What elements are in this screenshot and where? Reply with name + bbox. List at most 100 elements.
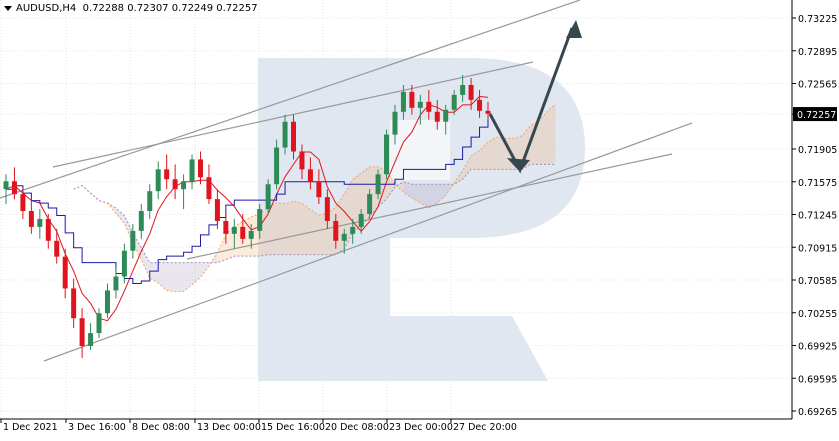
x-tick-label: 23 Dec 00:00 <box>389 422 453 433</box>
cloud-segment <box>318 213 328 255</box>
candle-body <box>197 159 203 178</box>
y-tick-label: 0.70915 <box>798 243 837 254</box>
candle-body <box>400 91 406 112</box>
ichimoku-cloud <box>73 103 556 293</box>
candle-body <box>113 276 119 291</box>
cloud-segment <box>225 226 235 260</box>
dropdown-triangle-icon[interactable] <box>4 5 12 11</box>
cloud-segment <box>437 184 446 203</box>
candle-body <box>189 159 195 182</box>
cloud-segment <box>285 201 294 255</box>
last-price-label: 0.72257 <box>797 110 836 121</box>
x-tick-label: 3 Dec 16:00 <box>68 422 126 433</box>
candle-body <box>384 134 390 175</box>
candle-body <box>477 99 483 111</box>
candle-body <box>324 197 330 221</box>
x-tick-label: 8 Dec 08:00 <box>132 422 190 433</box>
cloud-segment <box>268 202 277 255</box>
candle-body <box>214 199 220 221</box>
ohlc-values: 0.72288 0.72307 0.72249 0.72257 <box>82 3 258 14</box>
senkou-span-b <box>73 163 556 264</box>
x-tick-label: 15 Dec 16:00 <box>261 422 325 433</box>
candle-body <box>71 288 77 319</box>
candle-body <box>451 94 457 110</box>
forecast-up-arrowhead-icon <box>566 20 582 38</box>
candle-body <box>181 181 187 190</box>
candle-body <box>341 233 347 241</box>
channel-upper-line[interactable] <box>0 0 581 199</box>
candle-body <box>155 169 161 192</box>
candles <box>3 75 491 358</box>
candle-body <box>223 220 229 234</box>
candle-body <box>392 111 398 135</box>
cloud-segment <box>200 262 209 278</box>
candle-body <box>164 169 170 180</box>
inner-upper-line[interactable] <box>52 61 534 168</box>
candle-body <box>417 101 423 108</box>
y-tick-label: 0.69925 <box>798 342 837 353</box>
candle-body <box>138 211 144 231</box>
cloud-segment <box>115 208 125 224</box>
cloud-segment <box>394 181 404 193</box>
candle-body <box>54 240 60 257</box>
cloud-segment <box>547 103 556 165</box>
time-axis[interactable]: 1 Dec 2021 3 Dec 16:00 8 Dec 08:00 13 Dec 0… <box>0 419 517 433</box>
trend-lines[interactable] <box>0 0 693 362</box>
cloud-segment <box>158 262 167 291</box>
chart-header: AUDUSD,H4 0.72288 0.72307 0.72249 0.7225… <box>4 3 258 14</box>
y-tick-label: 0.71905 <box>798 145 837 156</box>
candle-body <box>231 226 237 234</box>
price-axis[interactable]: 0.73225 0.72895 0.72565 0.72257 0.71905 0.715… <box>792 14 837 418</box>
candle-body <box>468 84 474 100</box>
symbol-label: AUDUSD,H4 <box>16 3 77 14</box>
candle-body <box>96 313 102 334</box>
tenkan-sen-line <box>5 95 489 322</box>
channel-lower-line[interactable] <box>43 122 693 362</box>
candle-body <box>62 256 68 289</box>
candle-body <box>20 194 26 212</box>
candle-body <box>257 209 263 231</box>
cloud-segment <box>276 202 286 255</box>
forecast-down-arrowhead-icon <box>507 158 530 172</box>
candle-body <box>409 91 415 108</box>
candle-body <box>45 218 51 241</box>
candle-body <box>299 151 305 170</box>
candle-body <box>121 250 127 277</box>
cloud-segment <box>538 111 548 165</box>
cloud-segment <box>310 209 319 255</box>
forecast-arrows[interactable] <box>488 20 582 174</box>
candle-body <box>3 181 9 190</box>
candle-body <box>28 211 34 227</box>
inner-lower-line[interactable] <box>186 153 673 260</box>
last-price-badge <box>793 107 837 122</box>
grid-lines <box>0 0 792 419</box>
cloud-segment <box>293 201 302 255</box>
cloud-segment <box>488 137 497 170</box>
candle-body <box>485 110 491 114</box>
cloud-segment <box>420 184 429 208</box>
cloud-segment <box>428 184 438 208</box>
candle-body <box>282 121 288 148</box>
y-tick-label: 0.69265 <box>798 407 837 418</box>
y-tick-label: 0.70255 <box>798 309 837 320</box>
cloud-segment <box>107 203 116 214</box>
candle-body <box>172 179 178 190</box>
candle-body <box>460 84 466 95</box>
x-tick-label: 20 Dec 08:00 <box>325 422 389 433</box>
candle-body <box>307 169 313 182</box>
cloud-segment <box>301 203 311 255</box>
cloud-segment <box>471 150 480 170</box>
candle-body <box>147 191 153 212</box>
candle-body <box>350 226 356 234</box>
x-tick-label: 27 Dec 20:00 <box>453 422 517 433</box>
candle-body <box>265 184 271 210</box>
y-tick-label: 0.71575 <box>798 178 837 189</box>
candle-body <box>426 101 432 112</box>
cloud-segment <box>149 262 159 283</box>
candle-body <box>333 220 339 241</box>
cloud-segment <box>462 155 472 180</box>
y-tick-label: 0.73225 <box>798 14 837 25</box>
cloud-segment <box>217 234 226 263</box>
